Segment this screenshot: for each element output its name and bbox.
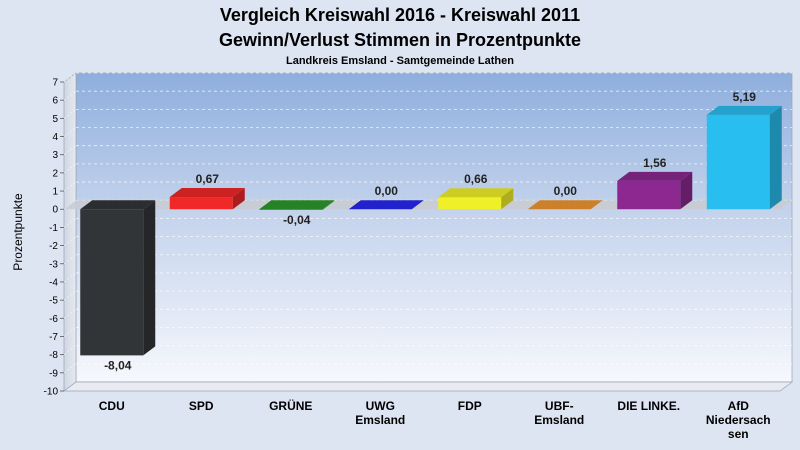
x-tick-label: UBF- (545, 399, 574, 413)
bar-7 (617, 171, 693, 210)
y-tick-label: 7 (52, 78, 58, 89)
y-tick-label: -4 (49, 277, 58, 288)
bar-top (617, 171, 693, 181)
bar-side (769, 105, 782, 210)
y-tick-label: -7 (49, 332, 58, 343)
bar-2 (169, 188, 245, 210)
gridline-side (63, 90, 77, 101)
chart-title: Vergleich Kreiswahl 2016 - Kreiswahl 201… (220, 5, 580, 25)
y-tick-label: -1 (49, 223, 58, 234)
x-tick-label: CDU (99, 399, 125, 413)
gridline-side (63, 345, 77, 355)
bar-side (501, 188, 514, 210)
bar-top (80, 200, 156, 210)
plot-floor (62, 381, 794, 392)
y-tick-label: -10 (44, 387, 59, 398)
data-label: 0,00 (375, 184, 399, 198)
x-tick-label: FDP (458, 399, 482, 413)
y-tick-label: -5 (49, 296, 58, 307)
y-tick-label: -6 (49, 314, 58, 325)
bar-1 (80, 200, 156, 356)
y-tick-label: 0 (52, 205, 58, 216)
gridline-side (63, 236, 77, 246)
bar-side (680, 171, 693, 210)
bar-5 (438, 188, 514, 210)
bar-4 (348, 200, 424, 210)
y-tick-label: -3 (49, 259, 58, 270)
bar-top (706, 105, 782, 115)
x-tick-label: Emsland (534, 413, 584, 427)
data-label: -0,04 (283, 213, 311, 227)
bar-front (706, 114, 770, 210)
y-tick-label: 6 (52, 96, 58, 107)
bar-side (322, 200, 335, 210)
plot-back-wall (75, 72, 793, 383)
gridline-side (63, 290, 77, 301)
bar-top (527, 200, 603, 210)
bar-side (232, 188, 245, 210)
x-tick-label: AfD (728, 399, 750, 413)
bar-3 (259, 200, 335, 210)
chart-subtitle: Gewinn/Verlust Stimmen in Prozentpunkte (219, 30, 581, 50)
x-tick-label: SPD (189, 399, 214, 413)
gridline-side (63, 127, 77, 137)
y-tick-label: -8 (49, 350, 58, 361)
bar-top (259, 200, 335, 210)
bar-top (169, 188, 245, 198)
bar-front (259, 209, 323, 210)
y-tick-label: 5 (52, 114, 58, 125)
gridline-side (63, 327, 77, 337)
gridline-side (63, 181, 77, 192)
x-tick-label: sen (728, 427, 749, 441)
x-tick-label: Niedersach (706, 413, 771, 427)
bar-6 (527, 200, 603, 210)
data-label: 0,00 (554, 184, 578, 198)
data-label: 1,56 (643, 156, 667, 170)
gridline-side (63, 218, 77, 228)
bar-top (438, 188, 514, 198)
bar-side (143, 200, 156, 356)
bar-8 (706, 105, 782, 210)
data-label: 5,19 (733, 90, 757, 104)
gridline-side (63, 363, 77, 374)
gridline-side (63, 145, 77, 155)
y-tick-label: 3 (52, 150, 58, 161)
data-label: 0,67 (196, 172, 220, 186)
x-tick-label: UWG (366, 399, 395, 413)
bar-front (438, 197, 502, 210)
y-tick-label: 4 (52, 132, 58, 143)
data-label: -8,04 (104, 358, 132, 372)
y-tick-label: 1 (52, 187, 58, 198)
bar-front (617, 180, 681, 210)
bar-front (169, 197, 233, 210)
gridline-side (63, 272, 77, 283)
zero-plane (64, 200, 792, 210)
plot-side-wall (63, 72, 77, 392)
gridline-side (63, 109, 77, 119)
y-tick-label: -9 (49, 368, 58, 379)
chart-region: Landkreis Emsland - Samtgemeinde Lathen (286, 55, 514, 67)
x-tick-label: DIE LINKE. (617, 399, 680, 413)
x-tick-label: Emsland (355, 413, 405, 427)
gridline-side (63, 254, 77, 265)
data-label: 0,66 (464, 172, 488, 186)
gridline-side (63, 309, 77, 319)
gridline-side (63, 72, 77, 83)
gridline-side (63, 163, 77, 174)
bar-front (80, 209, 144, 356)
y-tick-label: -2 (49, 241, 58, 252)
x-tick-label: GRÜNE (269, 398, 312, 413)
y-tick-label: 2 (52, 168, 58, 179)
y-axis-label: Prozentpunkte (11, 193, 25, 271)
bar-top (348, 200, 424, 210)
